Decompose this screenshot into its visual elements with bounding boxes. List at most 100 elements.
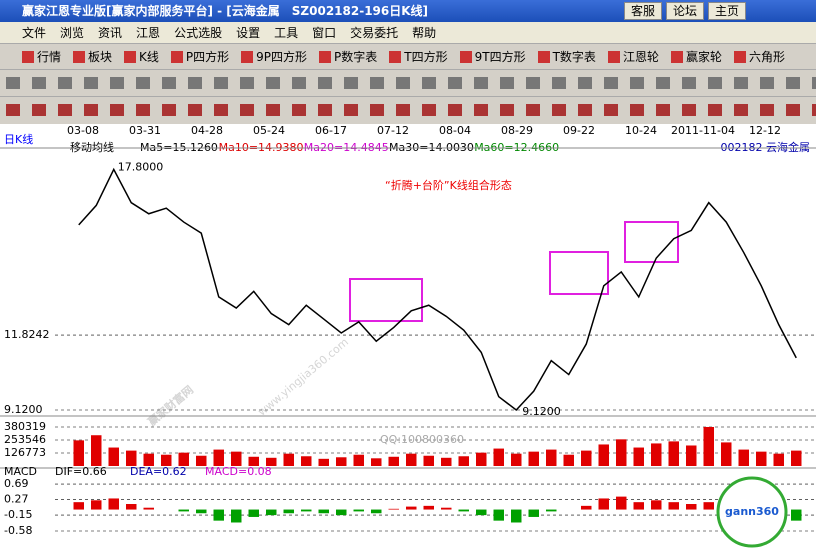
macd-label: DIF=0.66 [55, 465, 107, 478]
bar [371, 509, 382, 514]
macd-label: MACD=0.08 [205, 465, 272, 478]
bar [511, 509, 522, 523]
bar [336, 509, 347, 516]
tool-button[interactable]: 六角形 [734, 48, 785, 65]
bar [616, 439, 627, 466]
window-button[interactable]: 客服 [623, 2, 662, 20]
date-label: 08-29 [501, 124, 533, 137]
bar [91, 435, 102, 466]
bar [441, 507, 452, 510]
bar [73, 502, 84, 510]
y-tick-label: -0.15 [4, 508, 32, 521]
bar [476, 452, 487, 466]
bar [668, 441, 679, 466]
bar [143, 453, 154, 466]
tool-button[interactable]: 9P四方形 [241, 48, 307, 65]
tool-button[interactable]: P四方形 [171, 48, 229, 65]
y-tick-label: 11.8242 [4, 328, 50, 341]
bar [231, 451, 242, 466]
bar [721, 442, 732, 466]
logo [716, 476, 788, 548]
bar [108, 498, 119, 510]
bar [581, 505, 592, 510]
bar [528, 451, 539, 466]
bar [703, 502, 714, 510]
menu-item[interactable]: 窗口 [312, 26, 337, 40]
y-tick-label: -0.58 [4, 524, 32, 537]
bar [301, 456, 312, 466]
bar [423, 455, 434, 466]
bar [108, 447, 119, 466]
window-button[interactable]: 主页 [707, 2, 746, 20]
menu-item[interactable]: 文件 [22, 26, 47, 40]
bar [213, 509, 224, 521]
bar [178, 509, 189, 512]
bar [598, 498, 609, 510]
menu-item[interactable]: 资讯 [98, 26, 123, 40]
y-tick-label: 9.1200 [4, 403, 43, 416]
date-label: 07-12 [377, 124, 409, 137]
tool-button[interactable]: 赢家轮 [671, 48, 722, 65]
bar [493, 448, 504, 466]
menu-item[interactable]: 公式选股 [174, 26, 223, 40]
tool-button[interactable]: T四方形 [389, 48, 447, 65]
date-label: 09-22 [563, 124, 595, 137]
bar [633, 447, 644, 466]
bar [598, 444, 609, 466]
macd-label: DEA=0.62 [130, 465, 187, 478]
bar [353, 509, 364, 512]
bar [371, 458, 382, 466]
menu-item[interactable]: 工具 [274, 26, 299, 40]
bar [633, 502, 644, 510]
date-label: 03-31 [129, 124, 161, 137]
window-button[interactable]: 论坛 [665, 2, 704, 20]
tool-button[interactable]: K线 [124, 48, 159, 65]
bar [511, 453, 522, 466]
period-label: 日K线 [4, 132, 33, 146]
tool-button[interactable]: 江恩轮 [608, 48, 659, 65]
buttons: 客服 论坛 主页 [623, 2, 746, 20]
bar [161, 454, 172, 466]
high-label: 17.8000 [118, 160, 164, 173]
bar [791, 509, 802, 521]
bar [213, 449, 224, 466]
bar [546, 509, 557, 512]
tool-button[interactable]: 行情 [22, 48, 61, 65]
watermark-qq: QQ:100800360 [380, 433, 464, 446]
tool-button[interactable]: 板块 [73, 48, 112, 65]
menu-item[interactable]: 浏览 [60, 26, 85, 40]
menu-item[interactable]: 设置 [236, 26, 261, 40]
bar [196, 509, 207, 514]
tool-button[interactable]: 9T四方形 [460, 48, 526, 65]
bar [126, 504, 137, 510]
bar [196, 455, 207, 466]
menu-item[interactable]: 江恩 [136, 26, 161, 40]
bar [651, 443, 662, 466]
bar [301, 509, 312, 512]
bar [388, 456, 399, 466]
date-label: 12-12 [749, 124, 781, 137]
tool-button[interactable]: T数字表 [538, 48, 596, 65]
window-title: 赢家江恩专业版[赢家内部服务平台] - [云海金属 SZ002182-196日K… [22, 4, 429, 18]
bar [248, 456, 259, 466]
date-label: 04-28 [191, 124, 223, 137]
date-label: 05-24 [253, 124, 285, 137]
price-line [78, 167, 797, 412]
bar [703, 426, 714, 466]
bar [476, 509, 487, 516]
menu-bar: 文件 浏览 资讯 江恩 公式选股 设置 工具 窗口 交易委托 帮助 [0, 22, 816, 44]
bar [458, 509, 469, 512]
icon-toolbar [0, 96, 816, 125]
pattern-annotation: “折腾+台阶”K线组合形态 [385, 178, 512, 192]
bar [773, 453, 784, 466]
bar [318, 458, 329, 466]
highlight-box [349, 278, 423, 322]
bar [581, 450, 592, 466]
bar [318, 509, 329, 514]
y-tick-label: 0.27 [4, 493, 29, 506]
menu-item[interactable]: 交易委托 [350, 26, 399, 40]
menu-item[interactable]: 帮助 [412, 26, 437, 40]
stock-label: 002182 云海金属 [721, 140, 811, 154]
tool-button[interactable]: P数字表 [319, 48, 377, 65]
